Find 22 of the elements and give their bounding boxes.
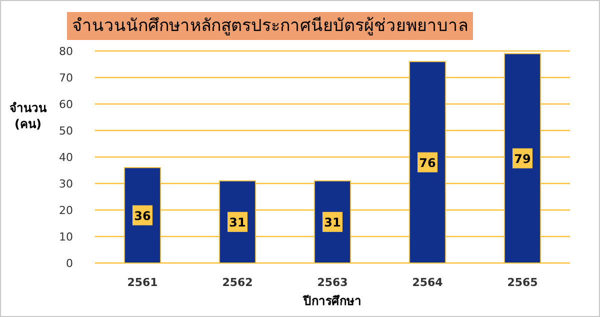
y-tick-label: 50 [59,124,73,138]
data-label: 76 [419,156,436,170]
data-label: 36 [134,208,151,223]
y-tick-label: 20 [59,204,73,217]
data-label: 31 [229,215,246,230]
y-tick-label: 60 [59,98,73,111]
y-axis-title: จำนวน (คน) [10,101,48,131]
y-tick-label: 70 [59,72,73,84]
x-tick-label: 2565 [507,276,538,289]
x-axis-title: ปีการศึกษา [302,294,362,308]
y-tick-label: 0 [66,257,73,270]
data-label: 31 [324,215,341,230]
x-tick-label: 2563 [317,276,348,289]
x-tick-label: 2561 [127,276,158,289]
y-tick-label: 10 [59,230,73,244]
x-tick-label: 2562 [222,276,253,289]
y-tick-label: 80 [59,45,73,58]
x-tick-label: 2564 [412,276,444,289]
data-label: 79 [514,152,531,166]
y-tick-label: 40 [59,151,73,164]
y-tick-label: 30 [59,178,73,190]
chart-title: จำนวนนักศึกษาหลักสูตรประกาศนียบัตรผู้ช่วยพยาบาล [72,16,468,36]
